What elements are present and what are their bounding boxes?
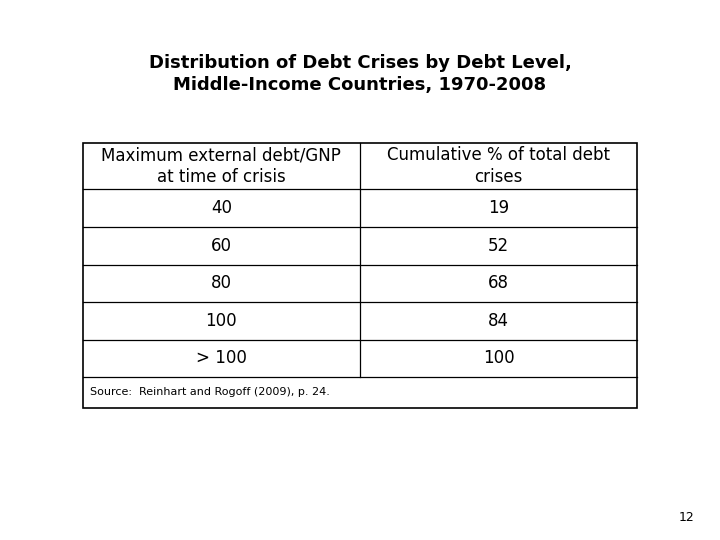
Text: Maximum external debt/GNP
at time of crisis: Maximum external debt/GNP at time of cri… (102, 146, 341, 186)
Text: 100: 100 (206, 312, 237, 330)
Text: 80: 80 (211, 274, 232, 292)
Text: 60: 60 (211, 237, 232, 255)
Text: 12: 12 (679, 511, 695, 524)
Text: Cumulative % of total debt
crises: Cumulative % of total debt crises (387, 146, 610, 186)
Text: Source:  Reinhart and Rogoff (2009), p. 24.: Source: Reinhart and Rogoff (2009), p. 2… (90, 388, 330, 397)
Text: > 100: > 100 (196, 349, 247, 368)
Text: 68: 68 (488, 274, 509, 292)
Text: 100: 100 (483, 349, 514, 368)
Text: 40: 40 (211, 199, 232, 217)
Text: 52: 52 (488, 237, 509, 255)
Text: 19: 19 (488, 199, 509, 217)
Text: 84: 84 (488, 312, 509, 330)
Text: Distribution of Debt Crises by Debt Level,
Middle-Income Countries, 1970-2008: Distribution of Debt Crises by Debt Leve… (148, 54, 572, 94)
